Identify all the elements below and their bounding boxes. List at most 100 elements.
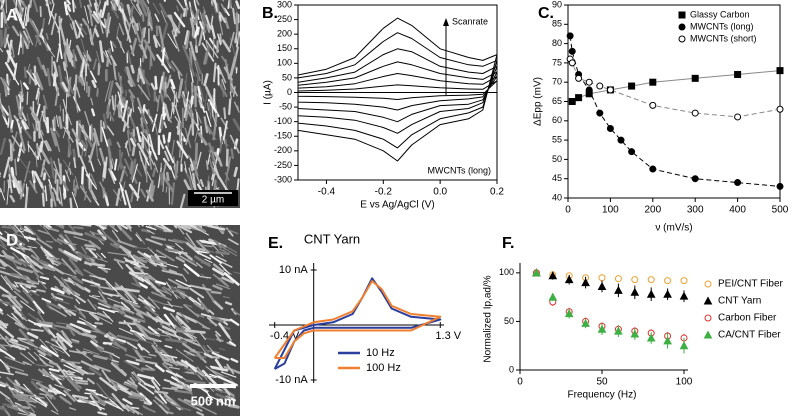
fiber	[34, 348, 52, 357]
fiber	[151, 291, 172, 301]
fiber	[215, 333, 222, 343]
fiber	[24, 27, 34, 46]
fiber	[78, 317, 92, 325]
x-tick-label: 1.3 V	[435, 330, 461, 342]
fiber	[0, 285, 9, 294]
fiber	[14, 402, 22, 407]
fiber	[38, 113, 43, 128]
fiber	[218, 374, 229, 378]
y-tick-label: 50	[552, 154, 562, 164]
fiber	[113, 158, 118, 171]
marker	[596, 109, 604, 117]
fiber	[101, 1, 107, 19]
fiber	[207, 102, 209, 111]
fiber	[163, 395, 172, 403]
fiber	[85, 247, 97, 251]
fiber	[172, 238, 188, 244]
fiber	[18, 225, 24, 231]
fiber	[52, 61, 59, 77]
fiber	[214, 330, 222, 337]
legend-label: MWCNTs (short)	[690, 33, 757, 43]
fiber	[97, 411, 108, 416]
fiber	[124, 189, 132, 208]
fiber	[161, 325, 177, 334]
fiber	[94, 322, 104, 325]
fiber	[84, 110, 90, 126]
fiber	[53, 324, 71, 330]
fiber	[202, 344, 210, 354]
fiber	[59, 186, 63, 207]
fiber	[99, 376, 118, 392]
fiber	[105, 333, 114, 342]
fiber	[52, 387, 67, 397]
fiber	[156, 94, 160, 112]
fiber	[10, 338, 19, 343]
fiber	[175, 348, 194, 362]
fiber	[68, 407, 77, 411]
fiber	[89, 188, 97, 201]
fiber	[14, 379, 21, 387]
fiber	[157, 352, 178, 359]
fiber	[119, 40, 123, 49]
fiber	[137, 274, 155, 280]
fiber	[30, 112, 36, 121]
fiber	[152, 376, 161, 387]
fiber	[62, 287, 71, 295]
fiber	[67, 277, 86, 289]
fiber	[46, 67, 52, 87]
fiber	[127, 50, 132, 65]
fiber	[123, 360, 144, 373]
x-tick-label: 500	[772, 205, 789, 216]
fiber	[207, 394, 224, 403]
fiber	[132, 371, 142, 384]
fiber	[195, 0, 200, 6]
fiber	[0, 371, 14, 376]
fiber	[9, 257, 31, 266]
marker	[649, 78, 657, 86]
fiber	[203, 244, 213, 248]
fiber	[185, 124, 192, 145]
fiber	[47, 389, 61, 395]
fiber	[49, 324, 63, 334]
fiber	[0, 0, 4, 7]
fiber	[136, 126, 141, 143]
marker	[630, 287, 640, 296]
fiber	[14, 77, 20, 86]
fiber	[32, 123, 36, 132]
fiber	[19, 393, 29, 397]
fiber	[78, 0, 83, 8]
fiber	[9, 344, 26, 351]
fiber	[130, 190, 134, 203]
fiber	[5, 22, 10, 29]
fiber	[194, 319, 209, 330]
fiber	[38, 259, 49, 265]
fiber	[39, 225, 43, 227]
fiber	[24, 284, 32, 289]
fiber	[50, 338, 59, 343]
fiber	[69, 322, 91, 334]
y-tick-label: 150	[277, 43, 292, 53]
fiber	[124, 293, 131, 301]
curve	[273, 280, 442, 359]
fiber	[197, 85, 203, 109]
fiber	[27, 289, 40, 297]
fiber	[10, 272, 29, 279]
fiber	[189, 41, 197, 61]
fiber	[56, 322, 73, 326]
fiber	[94, 314, 113, 325]
fiber	[212, 299, 224, 310]
fiber	[103, 292, 120, 297]
fit-line	[571, 70, 781, 102]
fiber	[174, 389, 193, 395]
fiber	[211, 146, 215, 153]
fiber	[163, 378, 172, 383]
fiber	[4, 61, 16, 80]
fiber	[129, 161, 134, 175]
fiber	[68, 39, 72, 49]
fiber	[55, 363, 68, 378]
fiber	[142, 347, 150, 354]
fiber	[45, 225, 52, 229]
fiber	[36, 237, 53, 249]
fiber	[97, 306, 115, 314]
